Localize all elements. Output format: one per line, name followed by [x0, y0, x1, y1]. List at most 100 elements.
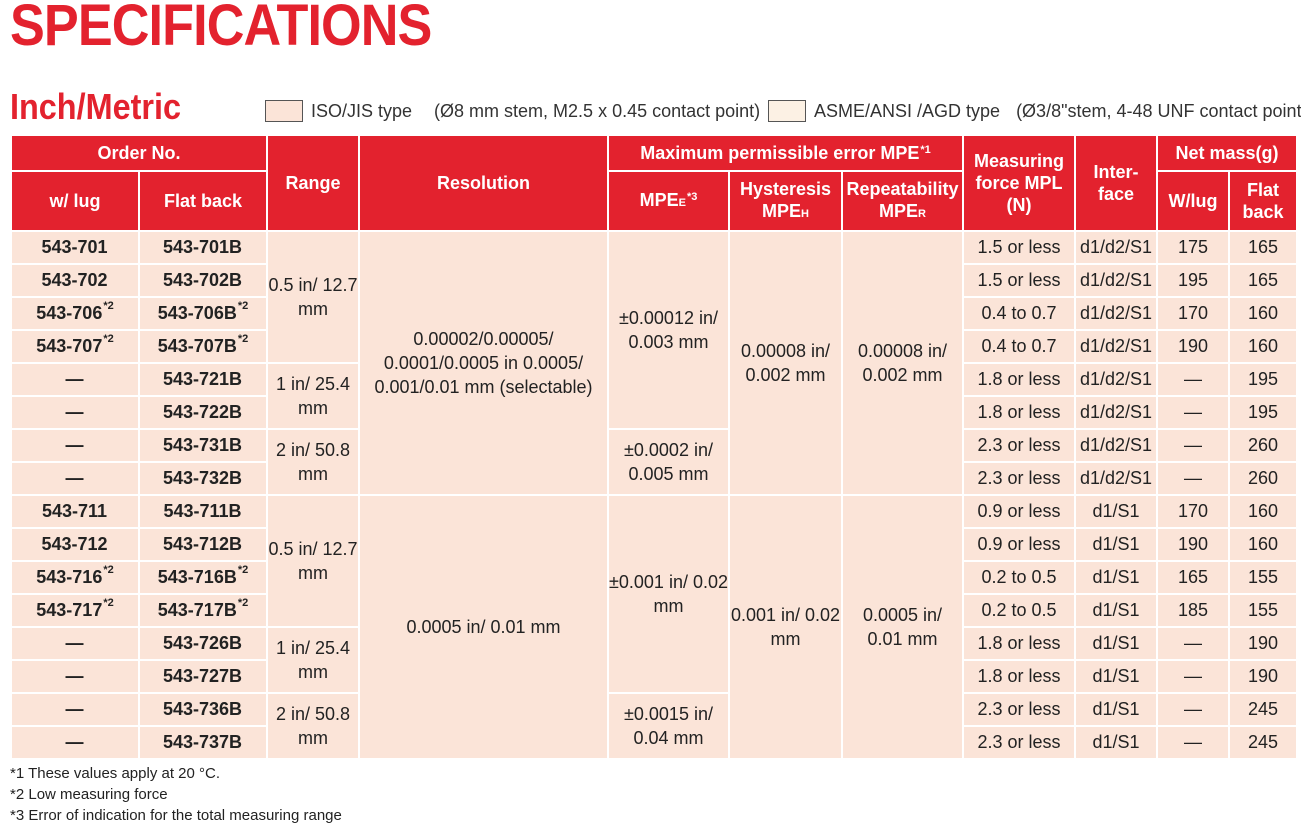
order-no-flat-back: 543-721B [138, 362, 268, 397]
mass-flat-back-cell: 245 [1228, 692, 1298, 727]
order-no-w-lug-footnote-mark: *2 [103, 300, 114, 312]
mass-flat-back-cell: 260 [1228, 461, 1298, 496]
order-no-flat-back-footnote-mark: *2 [237, 300, 249, 312]
resolution-cell: 0.00002/0.00005/ 0.0001/0.0005 in 0.0005… [358, 230, 609, 496]
mass-flat-back-cell: 160 [1228, 329, 1298, 364]
order-no-w-lug-code: — [65, 402, 84, 422]
header-mpe-e: MPEE*3 [607, 170, 730, 232]
range-cell: 2 in/ 50.8 mm [266, 692, 360, 760]
header-repeatability-mpe: MPE [879, 200, 919, 221]
header-repeatability-sub: R [918, 207, 926, 220]
mass-flat-back-cell: 190 [1228, 659, 1298, 694]
order-no-w-lug: — [10, 626, 140, 661]
order-no-flat-back-code: 543-716B [157, 567, 237, 587]
table-row: 543-701 543-701B 0.5 in/ 12.7 mm 0.00002/0.… [10, 230, 1298, 496]
interface-cell: d1/d2/S1 [1074, 329, 1158, 364]
iso-label: ISO/JIS type [311, 100, 413, 121]
range-cell: 2 in/ 50.8 mm [266, 428, 360, 496]
header-interface: Inter-face [1074, 134, 1158, 232]
order-no-flat-back-code: 543-712B [162, 534, 243, 554]
asme-swatch [768, 100, 806, 122]
order-no-w-lug: — [10, 692, 140, 727]
mass-w-lug-cell: 190 [1156, 527, 1230, 562]
section-title: Inch/Metric [10, 86, 182, 127]
order-no-w-lug-code: — [65, 699, 84, 719]
order-no-flat-back: 543-711B [138, 494, 268, 529]
order-no-flat-back: 543-731B [138, 428, 268, 463]
mass-w-lug-cell: — [1156, 692, 1230, 727]
order-no-flat-back: 543-707B*2 [138, 329, 268, 364]
mass-flat-back-cell: 160 [1228, 296, 1298, 331]
order-no-flat-back: 543-706B*2 [138, 296, 268, 331]
header-resolution: Resolution [358, 134, 609, 232]
asme-label: ASME/ANSI /AGD type [814, 100, 1001, 121]
header-w-lug: w/ lug [10, 170, 140, 232]
footnote-3: *3 Error of indication for the total mea… [10, 807, 342, 824]
order-no-w-lug-code: — [65, 435, 84, 455]
iso-note: (Ø8 mm stem, M2.5 x 0.45 contact point) [434, 100, 761, 121]
mass-flat-back-cell: 260 [1228, 428, 1298, 463]
table-row: 543-702 543-702B 1.5 or less d1/d2/S1 195 165 [10, 263, 1298, 298]
page-title: SPECIFICATIONS [10, 0, 432, 58]
mpe-e-cell: ±0.001 in/ 0.02 mm [607, 494, 730, 694]
interface-cell: d1/S1 [1074, 560, 1158, 595]
header-repeatability-label: Repeatability [846, 178, 959, 199]
order-no-flat-back: 543-737B [138, 725, 268, 760]
mass-flat-back-cell: 155 [1228, 560, 1298, 595]
table-row: —543-722B 1.8 or less d1/d2/S1—195 [10, 395, 1298, 430]
measuring-force-cell: 1.8 or less [962, 626, 1076, 661]
order-no-flat-back-code: 543-711B [163, 501, 242, 521]
mass-flat-back-cell: 195 [1228, 362, 1298, 397]
mass-flat-back-cell: 195 [1228, 395, 1298, 430]
order-no-w-lug: — [10, 362, 140, 397]
order-no-flat-back: 543-717B*2 [138, 593, 268, 628]
order-no-w-lug: 543-717*2 [10, 593, 140, 628]
header-order-no: Order No. [10, 134, 268, 172]
mass-w-lug-cell: 185 [1156, 593, 1230, 628]
mpe-e-cell: ±0.0002 in/ 0.005 mm [607, 428, 730, 496]
interface-cell: d1/d2/S1 [1074, 263, 1158, 298]
header-w-lug-mass: W/lug [1156, 170, 1230, 232]
mass-flat-back-cell: 160 [1228, 494, 1298, 529]
legend-asme: ASME/ANSI /AGD type (Ø3/8"stem, 4-48 UNF… [768, 99, 1301, 123]
mass-w-lug-cell: — [1156, 626, 1230, 661]
footnote-1: *1 These values apply at 20 °C. [10, 765, 221, 782]
footnote-2: *2 Low measuring force [10, 786, 168, 803]
repeatability-cell: 0.00008 in/ 0.002 mm [841, 230, 964, 496]
order-no-flat-back: 543-732B [138, 461, 268, 496]
spec-table: Order No. Range Resolution Maximum permi… [10, 134, 1298, 760]
order-no-w-lug: — [10, 461, 140, 496]
repeatability-cell: 0.0005 in/ 0.01 mm [841, 494, 964, 760]
spec-table-body: 543-701 543-701B 0.5 in/ 12.7 mm 0.00002/0.… [10, 230, 1298, 760]
interface-cell: d1/S1 [1074, 527, 1158, 562]
order-no-w-lug: — [10, 395, 140, 430]
order-no-flat-back: 543-702B [138, 263, 268, 298]
order-no-w-lug-code: — [65, 369, 84, 389]
measuring-force-cell: 2.3 or less [962, 428, 1076, 463]
table-row: — 543-736B 2 in/ 50.8 mm ±0.0015 in/ 0.04 m… [10, 692, 1298, 760]
order-no-w-lug: 543-702 [10, 263, 140, 298]
order-no-w-lug-code: 543-701 [41, 237, 108, 257]
table-row: 543-706*2 543-706B*2 0.4 to 0.7 d1/d2/S1 170… [10, 296, 1298, 331]
order-no-flat-back: 543-716B*2 [138, 560, 268, 595]
table-row: —543-732B 2.3 or less d1/d2/S1—260 [10, 461, 1298, 496]
order-no-w-lug-code: 543-717 [36, 600, 103, 620]
order-no-w-lug: — [10, 725, 140, 760]
order-no-flat-back-code: 543-706B [157, 303, 237, 323]
interface-cell: d1/d2/S1 [1074, 230, 1158, 265]
measuring-force-cell: 0.2 to 0.5 [962, 593, 1076, 628]
table-row: —543-726B 1 in/ 25.4 mm 1.8 or less d1/S1—1… [10, 626, 1298, 694]
order-no-w-lug-code: 543-711 [41, 501, 108, 521]
mass-w-lug-cell: 195 [1156, 263, 1230, 298]
order-no-w-lug: 543-701 [10, 230, 140, 265]
legend-iso: ISO/JIS type (Ø8 mm stem, M2.5 x 0.45 co… [265, 99, 760, 123]
order-no-w-lug-footnote-mark: *2 [103, 333, 114, 345]
interface-cell: d1/d2/S1 [1074, 296, 1158, 331]
order-no-flat-back: 543-726B [138, 626, 268, 661]
interface-cell: d1/d2/S1 [1074, 461, 1158, 496]
table-row: — 543-731B 2 in/ 50.8 mm ±0.0002 in/ 0.005 … [10, 428, 1298, 496]
order-no-flat-back-footnote-mark: *2 [237, 333, 249, 345]
interface-cell: d1/d2/S1 [1074, 395, 1158, 430]
table-row: —543-727B 1.8 or less d1/S1—190 [10, 659, 1298, 694]
order-no-flat-back-code: 543-732B [162, 468, 243, 488]
